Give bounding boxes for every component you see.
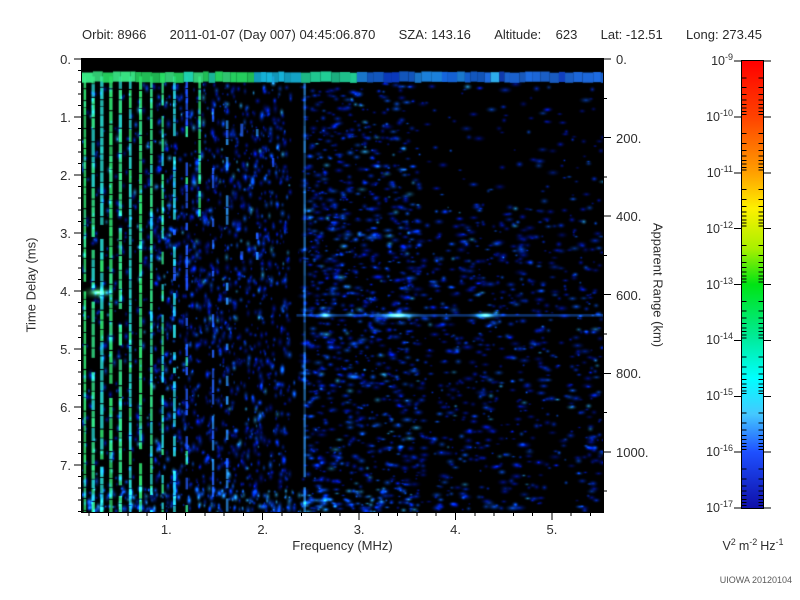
- colorbar-tick-label: 10-13: [706, 275, 733, 292]
- y2-tick-label: 600.: [616, 287, 642, 303]
- colorbar-gradient: [742, 61, 763, 508]
- x-tick-label: 1.: [160, 522, 172, 537]
- sza-field: SZA: 143.16: [398, 27, 471, 42]
- x-axis-label: Frequency (MHz): [292, 538, 393, 553]
- longitude-field: Long: 273.45: [686, 27, 762, 42]
- y2-tick-label: 200.: [616, 130, 642, 146]
- x-tick-label: 4.: [450, 522, 461, 537]
- colorbar-tick-label: 10-9: [711, 52, 733, 68]
- y-axis-label: Time Delay (ms): [23, 237, 39, 333]
- spectrogram-canvas: [82, 59, 603, 512]
- colorbar-tick-label: 10-10: [706, 107, 733, 124]
- colorbar-tick-label: 10-17: [706, 499, 733, 515]
- latitude-field: Lat: -12.51: [600, 27, 663, 42]
- colorbar-tick-label: 10-15: [706, 387, 733, 404]
- x-tick-label: 3.: [353, 522, 365, 537]
- credit-text: UIOWA 20120104: [719, 575, 792, 585]
- y2-tick-label: 400.: [616, 209, 642, 225]
- y2-axis-label: Apparent Range (km): [650, 222, 666, 348]
- header-info: Orbit: 8966 2011-01-07 (Day 007) 04:45:0…: [82, 27, 762, 42]
- colorbar-tick-label: 10-16: [706, 443, 733, 460]
- y-tick-label: 7.: [60, 458, 71, 474]
- colorbar-tick-label: 10-11: [706, 163, 733, 180]
- colorbar-units-label: V2 m-2 Hz-1: [722, 537, 784, 553]
- y-tick-label: 6.: [60, 400, 71, 415]
- colorbar-tick-label: 10-12: [706, 219, 733, 236]
- y-tick-label: 3.: [60, 226, 71, 241]
- y-tick-label: 2.: [60, 168, 71, 183]
- altitude-field: Altitude: 623: [494, 27, 578, 42]
- y2-tick-label: 0.: [616, 52, 627, 67]
- y-tick-label: 5.: [60, 342, 71, 357]
- y2-tick-label: 800.: [616, 366, 642, 382]
- y2-tick-label: 1000.: [616, 444, 649, 460]
- x-tick-label: 2.: [257, 522, 269, 537]
- colorbar-tick-label: 10-14: [706, 331, 733, 348]
- y-tick-label: 1.: [60, 110, 71, 125]
- orbit-field: Orbit: 8966: [82, 27, 147, 42]
- x-tick-label: 5.: [546, 522, 558, 537]
- y-tick-label: 0.: [60, 52, 71, 67]
- datetime-field: 2011-01-07 (Day 007) 04:45:06.870: [169, 27, 376, 42]
- y-tick-label: 4.: [60, 284, 71, 299]
